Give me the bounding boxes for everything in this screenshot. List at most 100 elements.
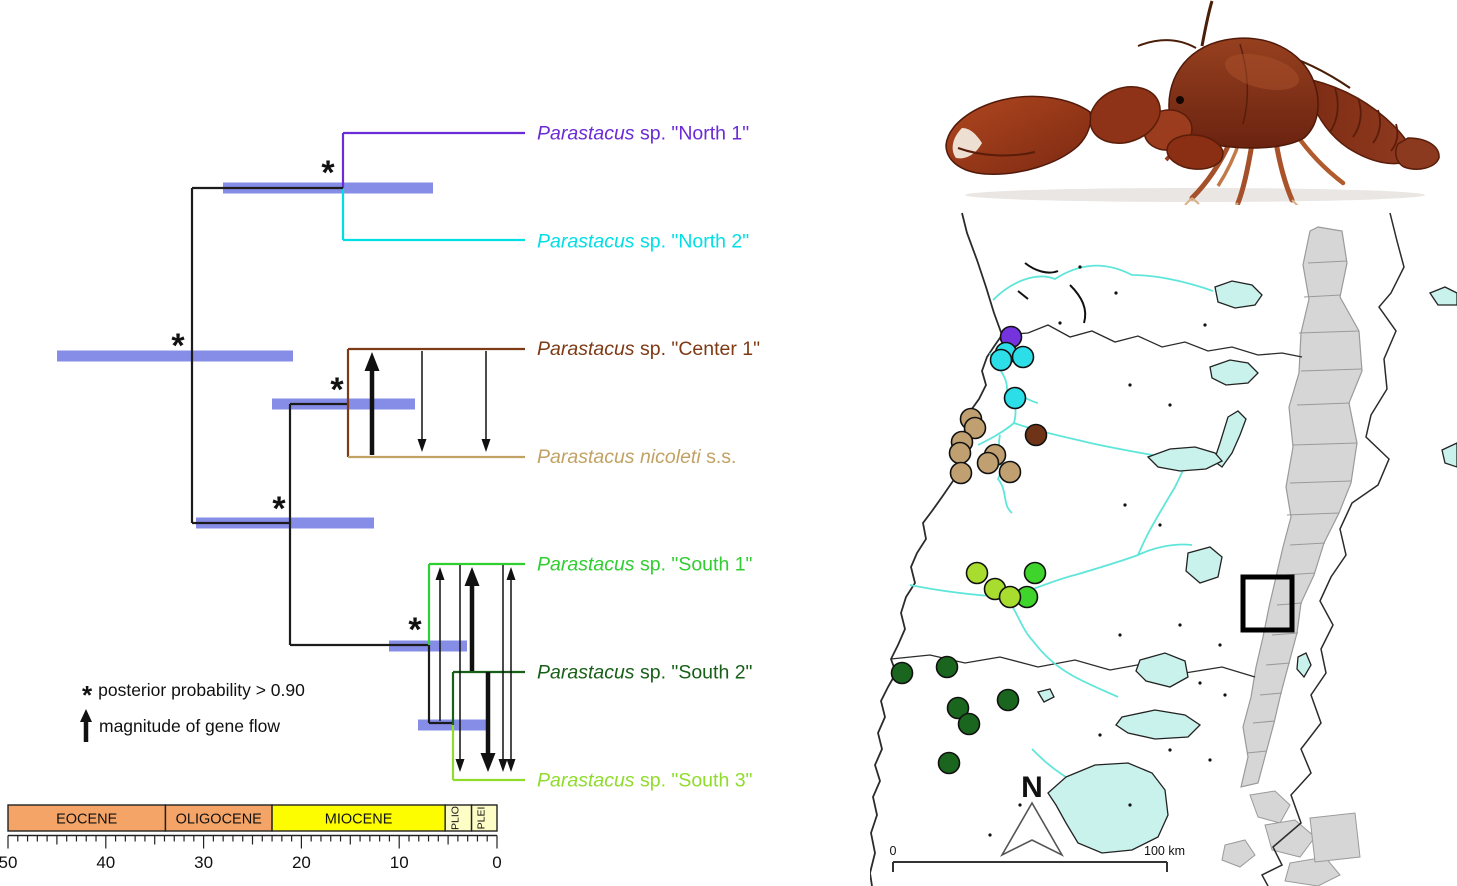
- map-locality-dot-nicoleti: [948, 441, 972, 465]
- leg-tips: [1184, 197, 1299, 205]
- epoch-cell: [444, 804, 473, 832]
- tick-label: 30: [194, 853, 213, 872]
- lake: [1429, 286, 1457, 306]
- andes-division: [1252, 720, 1276, 724]
- gene-flow-arrowhead: [417, 439, 427, 452]
- gene-flow-arrowhead: [506, 759, 516, 772]
- region-boundary: [1001, 324, 1303, 358]
- posterior-probability-asterisk: *: [321, 154, 335, 192]
- map-locality-dot-south3: [965, 561, 989, 585]
- map-locality-dot-south2: [996, 688, 1020, 712]
- andes-division: [1286, 512, 1340, 516]
- map-speck: [1078, 265, 1082, 269]
- study-area-box: [1240, 574, 1295, 633]
- river: [909, 543, 1193, 598]
- andes-division: [1271, 632, 1299, 636]
- map-locality-dot-nicoleti: [949, 461, 973, 485]
- map-locality-dot-north2: [1003, 386, 1027, 410]
- river-dark: [1024, 262, 1059, 274]
- scale-right-label: 100 km: [1144, 844, 1185, 858]
- map-locality-dot-north2: [989, 348, 1013, 372]
- north-arrow: [999, 801, 1065, 857]
- andes-fragment: [1264, 819, 1316, 858]
- eastern-border: [1260, 212, 1405, 886]
- gene-flow-arrowhead: [481, 439, 491, 452]
- leg: [1273, 139, 1295, 203]
- river: [989, 352, 1163, 458]
- map-speck: [1198, 681, 1202, 685]
- asterisk-symbol: *: [82, 680, 93, 710]
- epoch-cell: [164, 804, 273, 832]
- epoch-cell: [470, 804, 498, 832]
- posterior-probability-asterisk: *: [171, 327, 185, 365]
- lake: [1209, 359, 1259, 386]
- river: [977, 422, 1015, 446]
- gene-flow-arrowhead: [498, 759, 508, 772]
- map-locality-dot-south2: [937, 751, 961, 775]
- epoch-label: OLIGOCENE: [176, 812, 263, 828]
- tick-label: 50: [0, 853, 17, 872]
- coastline: [870, 212, 1004, 886]
- andes-division: [1307, 260, 1348, 264]
- map-speck: [1223, 693, 1227, 697]
- lake: [1146, 446, 1224, 472]
- posterior-probability-asterisk: *: [272, 490, 286, 528]
- andes-division: [1298, 330, 1360, 334]
- gene-flow-arrowhead: [364, 352, 380, 371]
- andes-fragment: [1249, 790, 1291, 824]
- map-speck: [1128, 383, 1132, 387]
- map-locality-dot-south3: [998, 585, 1022, 609]
- claw-finger-line: [957, 147, 1036, 157]
- lake: [1135, 652, 1189, 688]
- map-speck: [988, 833, 992, 837]
- epoch-label: PLIO: [449, 806, 461, 830]
- lake: [1185, 546, 1223, 584]
- cervical-groove: [1239, 43, 1249, 125]
- map-locality-dot-south1: [1023, 561, 1047, 585]
- tip-label: Parastacus sp. "Center 1": [537, 338, 760, 360]
- map-speck: [1218, 643, 1222, 647]
- gene-flow-arrowhead: [435, 567, 445, 580]
- map-locality-dot-south2: [957, 712, 981, 736]
- map-speck: [1208, 758, 1212, 762]
- tip-label: Parastacus sp. "North 2": [537, 230, 749, 252]
- epoch-label: PLEI: [475, 807, 487, 830]
- andes-division: [1303, 294, 1342, 298]
- andes-fragment: [1221, 839, 1256, 868]
- river-dark: [1017, 290, 1029, 300]
- abdomen-segments: [1329, 87, 1399, 152]
- lake: [1047, 762, 1169, 854]
- map-locality-dot-north2: [1011, 345, 1035, 369]
- gene-flow-arrowhead: [455, 759, 465, 772]
- map-speck: [1123, 503, 1127, 507]
- andes-fragment: [1309, 812, 1361, 863]
- river: [1004, 596, 1119, 698]
- tail-fan: [1395, 137, 1440, 170]
- epoch-cell: [271, 804, 446, 832]
- gene-flow-legend-text: magnitude of gene flow: [99, 715, 280, 736]
- leg: [1189, 139, 1233, 201]
- river-dark: [1069, 284, 1087, 324]
- tip-label: Parastacus nicoleti s.s.: [537, 446, 736, 468]
- map-speck: [1203, 323, 1207, 327]
- map-speck: [1018, 803, 1022, 807]
- map-locality-dot-nicoleti: [963, 416, 987, 440]
- epoch-label: EOCENE: [56, 812, 118, 828]
- map-speck: [1058, 321, 1062, 325]
- gene-flow-arrow-icon: [80, 709, 92, 742]
- claw-finger-gap: [952, 128, 982, 159]
- crayfish-illustration: [945, 0, 1440, 205]
- map-locality-dot-south2: [890, 661, 914, 685]
- claw-wrist: [1089, 86, 1161, 144]
- lake: [1296, 652, 1312, 679]
- tick-label: 0: [492, 853, 501, 872]
- tree-legend: * posterior probability > 0.90 magnitude…: [76, 678, 396, 750]
- tip-label: Parastacus sp. "South 3": [537, 769, 753, 791]
- lake: [1213, 410, 1247, 468]
- andes-division: [1300, 368, 1363, 372]
- gene-flow-arrowhead: [506, 567, 516, 580]
- carapace-highlight: [1224, 53, 1300, 91]
- andes-division: [1292, 442, 1358, 446]
- gene-flow-arrowhead: [480, 753, 496, 772]
